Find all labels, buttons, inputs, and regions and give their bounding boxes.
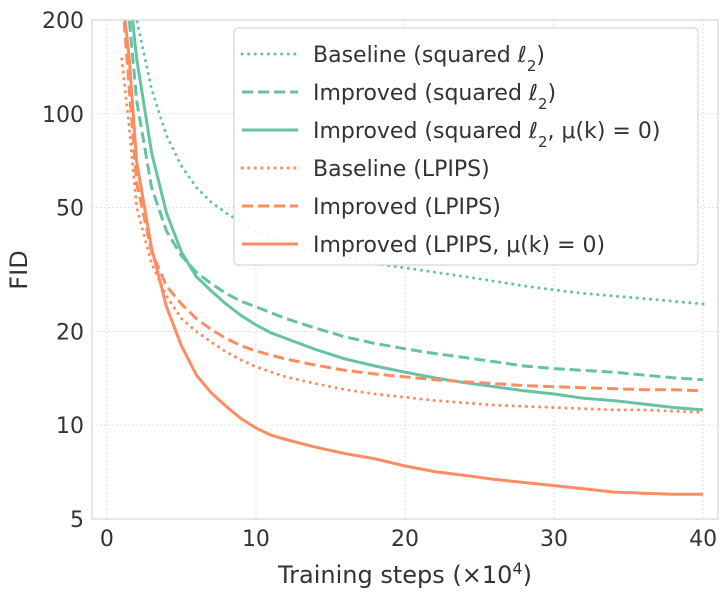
x-tick-label: 0 bbox=[100, 527, 114, 552]
series-line-0 bbox=[135, 20, 705, 306]
y-tick-labels: 5 10 20 50 100 200 bbox=[42, 9, 84, 533]
y-axis-title: FID bbox=[5, 250, 33, 289]
y-tick-label: 20 bbox=[56, 320, 84, 345]
legend: Baseline (squared ℓ2) Improved (squared … bbox=[233, 27, 699, 266]
legend-label-improved-lpips-mu0: Improved (LPIPS, μ(k) = 0) bbox=[313, 233, 605, 258]
plot-frame bbox=[91, 19, 719, 520]
series-line-3 bbox=[120, 57, 705, 414]
legend-label-improved-l2: Improved (squared ℓ2) bbox=[313, 81, 556, 113]
y-tick-label: 50 bbox=[56, 197, 84, 222]
legend-label-baseline-l2: Baseline (squared ℓ2) bbox=[313, 43, 545, 75]
series-line-4 bbox=[122, 20, 704, 393]
x-axis-title: Training steps (×104) bbox=[277, 559, 532, 590]
y-tick-label: 100 bbox=[42, 103, 84, 128]
legend-label-improved-l2-mu0: Improved (squared ℓ2, μ(k) = 0) bbox=[313, 119, 660, 151]
series-line-1 bbox=[127, 20, 704, 382]
legend-label-improved-lpips: Improved (LPIPS) bbox=[313, 195, 501, 220]
y-tick-label: 10 bbox=[56, 414, 84, 439]
x-tick-labels: 0 10 20 30 40 bbox=[100, 527, 717, 552]
x-tick-label: 40 bbox=[689, 527, 717, 552]
y-tick-label: 5 bbox=[70, 508, 84, 533]
legend-box bbox=[233, 27, 699, 266]
y-tick-label: 200 bbox=[42, 9, 84, 34]
legend-label-baseline-lpips: Baseline (LPIPS) bbox=[313, 157, 490, 182]
x-tick-label: 10 bbox=[242, 527, 270, 552]
series-line-2 bbox=[131, 20, 704, 412]
x-tick-label: 20 bbox=[391, 527, 419, 552]
series-line-5 bbox=[123, 20, 704, 496]
x-tick-label: 30 bbox=[540, 527, 568, 552]
series-lines bbox=[120, 20, 705, 496]
